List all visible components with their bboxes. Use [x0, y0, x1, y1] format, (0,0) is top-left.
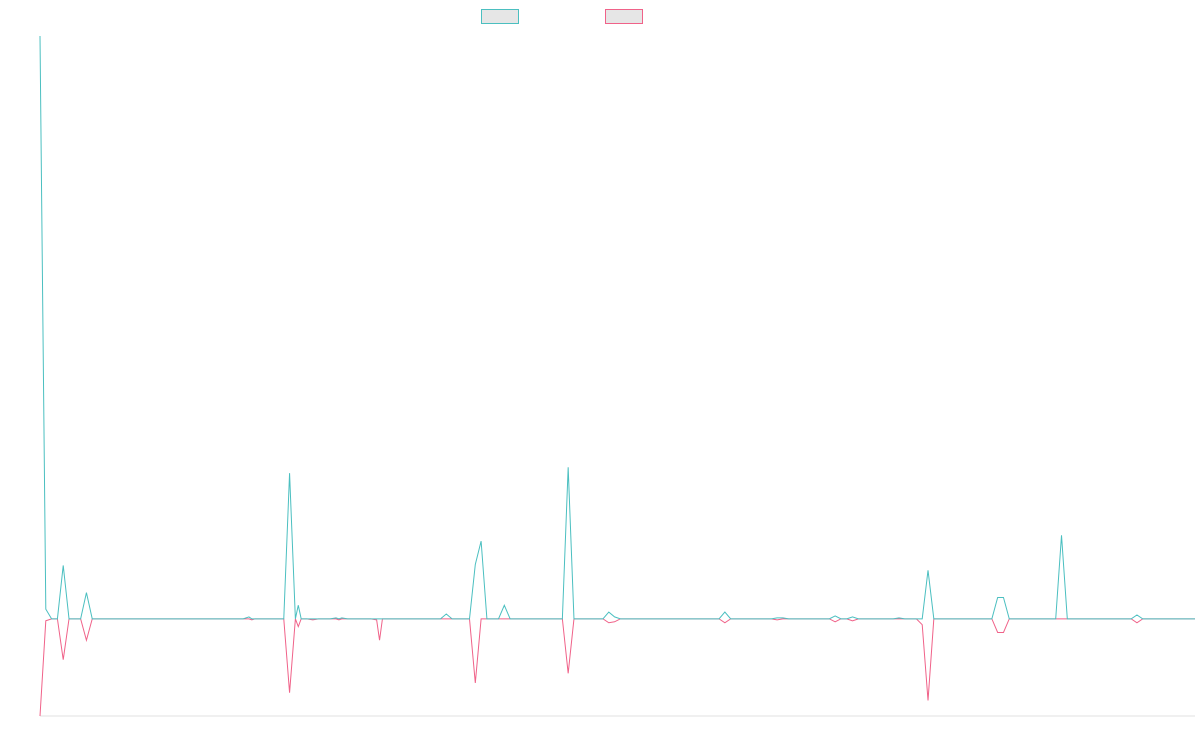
- legend: [0, 9, 1200, 27]
- legend-swatch-series-1[interactable]: [481, 9, 519, 24]
- legend-swatch-series-2[interactable]: [605, 9, 643, 24]
- series-1-line: [39, 35, 1195, 620]
- series-2-line: [39, 618, 1195, 717]
